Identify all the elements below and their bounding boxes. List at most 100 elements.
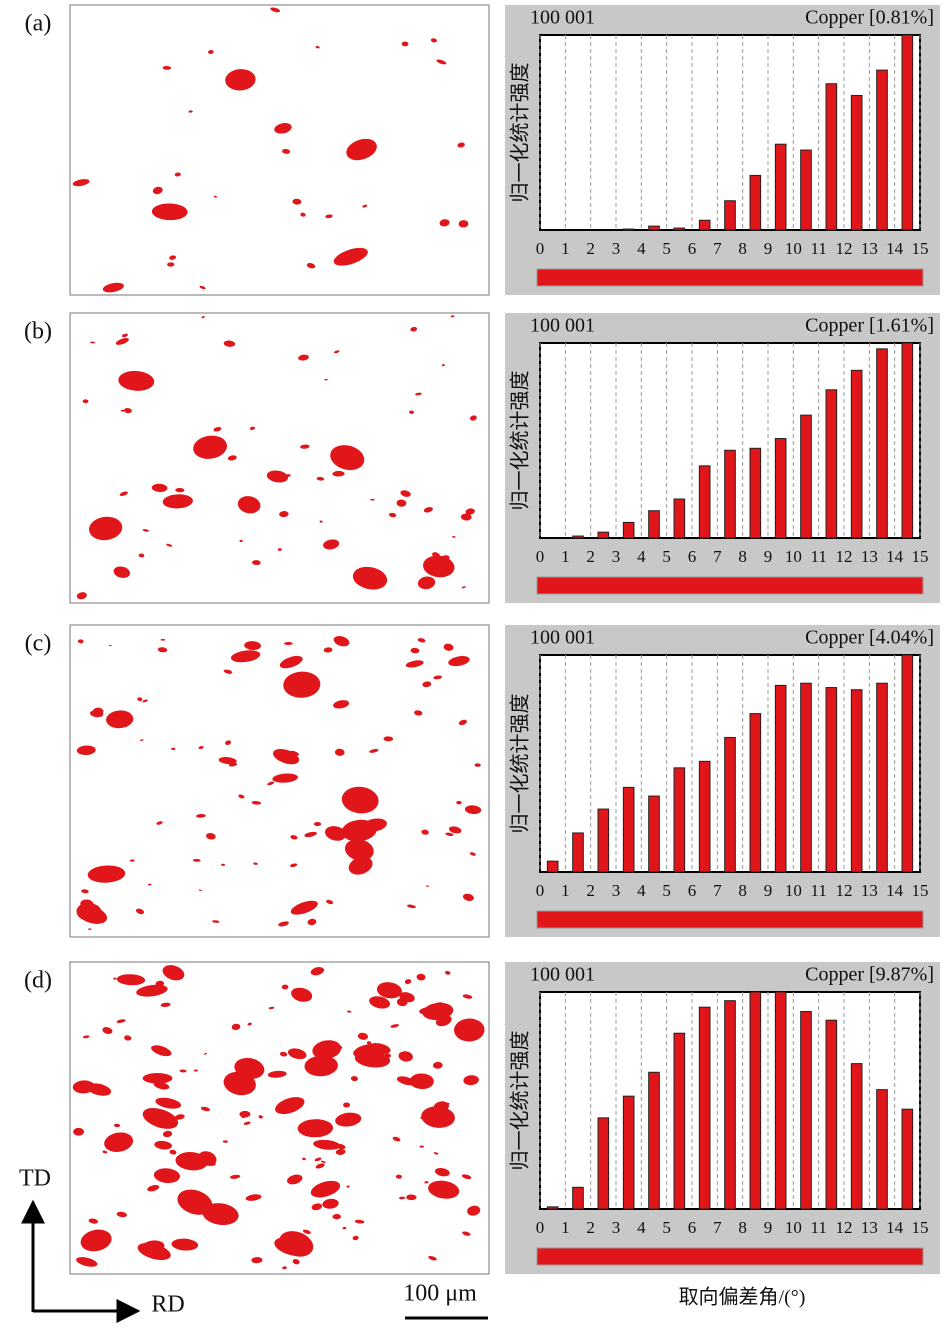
x-tick-label: 8 xyxy=(738,239,747,258)
x-tick-label: 0 xyxy=(536,239,545,258)
grain xyxy=(142,1073,173,1084)
grain xyxy=(369,996,391,1009)
grain xyxy=(300,212,306,217)
bar xyxy=(622,1095,635,1210)
grain xyxy=(396,499,407,507)
grain xyxy=(333,247,368,266)
grain xyxy=(160,1002,171,1007)
grain xyxy=(151,483,168,493)
grain xyxy=(417,638,426,643)
grain xyxy=(398,1196,406,1200)
grain xyxy=(469,852,476,856)
grain xyxy=(282,1266,287,1270)
bar xyxy=(724,200,736,231)
color-bar xyxy=(536,1247,924,1266)
grain xyxy=(72,179,90,187)
x-tick-label: 10 xyxy=(785,239,802,258)
grain xyxy=(310,967,325,976)
grain xyxy=(272,773,298,783)
grain xyxy=(289,863,298,868)
grain xyxy=(313,1139,341,1150)
grain xyxy=(369,748,379,753)
scale-bar-label: 100 μm xyxy=(403,1281,477,1307)
grain xyxy=(436,59,447,65)
bar xyxy=(724,736,736,873)
grain xyxy=(275,1097,305,1115)
bar xyxy=(850,94,863,231)
bar xyxy=(673,498,686,539)
grain xyxy=(341,786,379,814)
grain xyxy=(405,660,424,668)
grain xyxy=(154,1140,172,1150)
grain xyxy=(310,1180,341,1198)
grain xyxy=(157,647,168,653)
grain xyxy=(82,1035,90,1039)
grain xyxy=(326,899,334,905)
chart-title: Copper [0.81%] xyxy=(805,7,934,29)
grain xyxy=(124,1035,132,1041)
grain xyxy=(193,1069,198,1072)
grain xyxy=(302,1229,311,1234)
grain xyxy=(121,333,128,338)
grain xyxy=(439,219,450,227)
grain xyxy=(457,142,465,148)
grain xyxy=(267,781,275,786)
grain xyxy=(239,539,243,542)
grain xyxy=(162,1130,173,1138)
grain xyxy=(287,1174,303,1185)
grain xyxy=(169,255,177,260)
grain xyxy=(266,470,289,483)
grain xyxy=(213,427,222,432)
grain xyxy=(281,984,289,990)
x-tick-label: 7 xyxy=(713,239,722,258)
grain xyxy=(460,513,472,521)
bar xyxy=(622,521,635,539)
bar xyxy=(850,1063,863,1210)
grain xyxy=(396,1076,416,1086)
grain xyxy=(354,1050,391,1068)
grain xyxy=(174,1114,185,1120)
grain xyxy=(383,736,394,742)
grain xyxy=(102,1027,113,1034)
grain xyxy=(118,370,155,391)
grain xyxy=(448,826,462,834)
x-tick-label: 7 xyxy=(713,881,722,900)
grain xyxy=(251,801,262,805)
grain xyxy=(290,900,318,915)
grain xyxy=(432,1061,443,1069)
grain xyxy=(465,508,475,515)
x-axis-label: 取向偏差角/(°) xyxy=(679,1286,806,1309)
grain xyxy=(410,326,418,332)
grain xyxy=(346,138,377,161)
grain xyxy=(282,148,291,154)
y-axis-label: 归一化统计强度 xyxy=(509,1031,532,1171)
grain xyxy=(218,757,237,765)
grain xyxy=(392,1136,401,1142)
grain xyxy=(347,1010,352,1013)
grain xyxy=(274,123,292,134)
grain xyxy=(213,195,218,198)
x-tick-label: 3 xyxy=(612,1218,621,1237)
grain xyxy=(102,1150,108,1154)
grain xyxy=(409,410,415,414)
grain xyxy=(162,494,193,509)
grain xyxy=(388,512,397,518)
bar xyxy=(901,34,914,231)
grain xyxy=(330,445,365,471)
grain xyxy=(162,965,185,981)
grain xyxy=(325,826,347,841)
grain xyxy=(87,865,126,883)
grain xyxy=(198,889,202,892)
grain xyxy=(279,655,303,669)
panel-label: (c) xyxy=(25,631,52,657)
grain xyxy=(419,1145,424,1148)
grain xyxy=(428,1255,437,1261)
grain xyxy=(467,1205,481,1216)
grain xyxy=(253,862,258,865)
x-tick-label: 0 xyxy=(536,1218,545,1237)
grain xyxy=(166,543,173,547)
bar xyxy=(901,342,914,539)
grain xyxy=(410,647,420,654)
grain xyxy=(283,671,321,698)
x-tick-label: 5 xyxy=(662,881,671,900)
